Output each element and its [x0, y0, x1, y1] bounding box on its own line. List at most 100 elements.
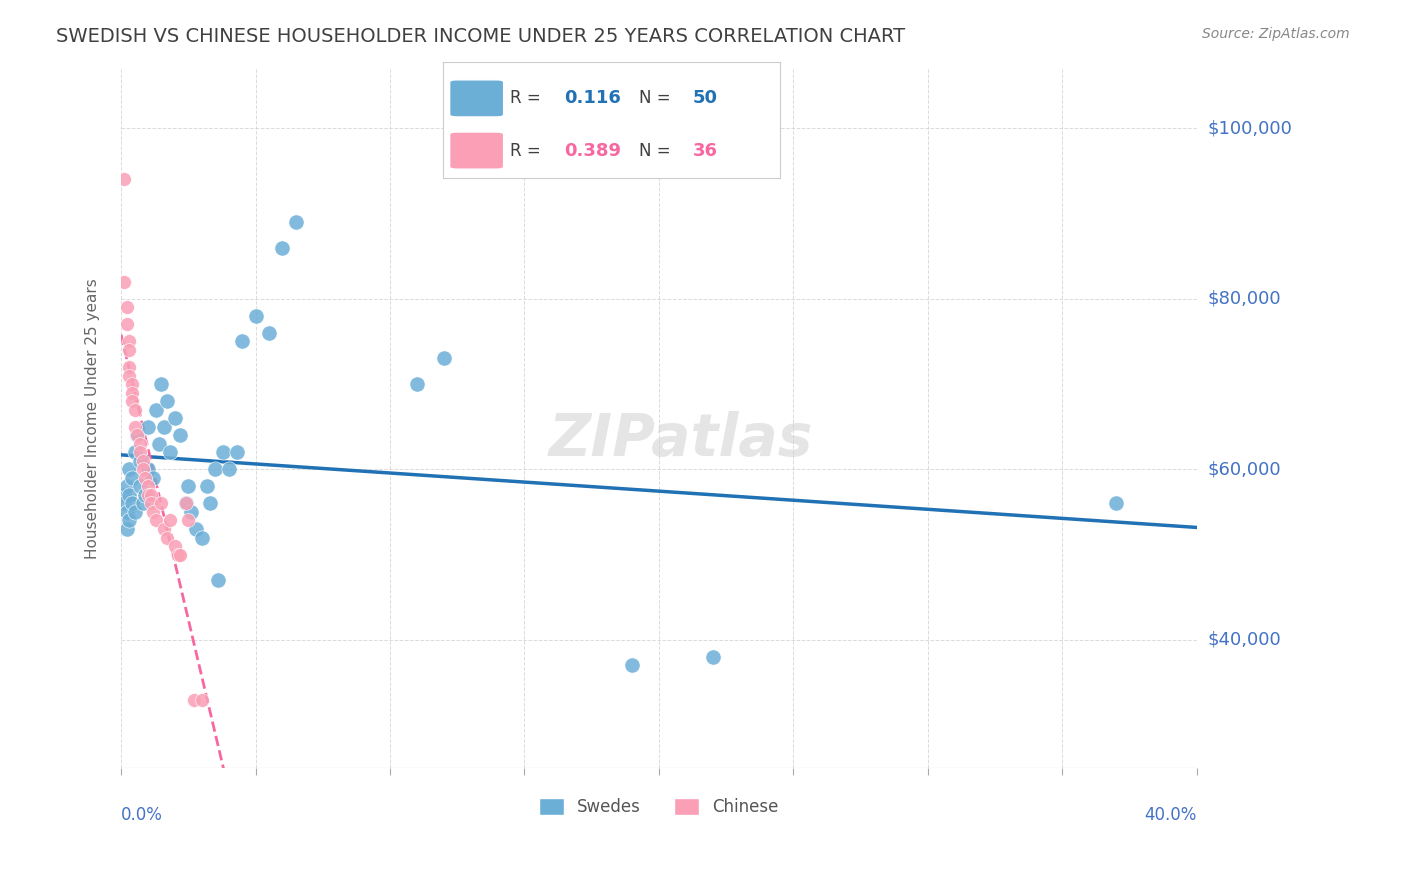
Point [127, 428, 149, 442]
Point [150, 496, 173, 510]
Point [145, 402, 167, 417]
Point [129, 479, 152, 493]
Point [129, 436, 152, 450]
Legend: Swedes, Chinese: Swedes, Chinese [531, 791, 786, 822]
Point [174, 496, 197, 510]
Point [174, 496, 197, 510]
Point [127, 428, 149, 442]
Point [124, 402, 146, 417]
Point [118, 462, 141, 476]
Text: ZIPatlas: ZIPatlas [548, 410, 813, 467]
Text: 36: 36 [693, 142, 717, 160]
Text: $40,000: $40,000 [1208, 631, 1281, 648]
Text: 0.0%: 0.0% [121, 806, 163, 824]
Point [177, 479, 200, 493]
Point [620, 658, 643, 673]
Point [112, 172, 135, 186]
Point [118, 343, 141, 357]
Point [169, 428, 191, 442]
Point [124, 505, 146, 519]
Text: $80,000: $80,000 [1208, 290, 1281, 308]
Point [225, 445, 247, 459]
Point [159, 514, 181, 528]
Point [218, 462, 240, 476]
Point [163, 411, 186, 425]
Text: Source: ZipAtlas.com: Source: ZipAtlas.com [1202, 27, 1350, 41]
Point [121, 385, 143, 400]
Point [191, 531, 214, 545]
Point [118, 359, 141, 374]
Point [118, 334, 141, 349]
Point [148, 436, 170, 450]
Point [139, 496, 162, 510]
Point [118, 368, 141, 383]
Point [207, 573, 229, 587]
Point [121, 496, 143, 510]
Point [271, 241, 294, 255]
Point [183, 692, 205, 706]
Point [406, 377, 429, 392]
Point [136, 419, 159, 434]
Point [136, 462, 159, 476]
Point [136, 488, 159, 502]
Point [129, 454, 152, 468]
Text: N =: N = [638, 89, 671, 107]
Point [153, 522, 176, 536]
Text: $100,000: $100,000 [1208, 120, 1292, 137]
Point [1105, 496, 1128, 510]
Point [204, 462, 226, 476]
Point [702, 649, 724, 664]
Point [131, 496, 153, 510]
Point [121, 394, 143, 409]
Point [177, 514, 200, 528]
Point [124, 419, 146, 434]
Point [145, 514, 167, 528]
Point [166, 548, 188, 562]
Point [231, 334, 253, 349]
Point [121, 471, 143, 485]
FancyBboxPatch shape [450, 79, 503, 117]
Point [136, 479, 159, 493]
Point [139, 488, 162, 502]
Point [159, 445, 181, 459]
Point [118, 488, 141, 502]
Point [433, 351, 456, 366]
Point [142, 471, 165, 485]
Point [169, 548, 191, 562]
Point [129, 445, 152, 459]
Text: $60,000: $60,000 [1208, 460, 1281, 478]
Text: 50: 50 [693, 89, 717, 107]
Point [131, 462, 153, 476]
Text: R =: R = [510, 142, 541, 160]
Point [115, 318, 138, 332]
Point [115, 301, 138, 315]
Text: N =: N = [638, 142, 671, 160]
Point [195, 479, 218, 493]
Point [115, 479, 138, 493]
Point [112, 496, 135, 510]
Point [191, 692, 214, 706]
Point [142, 505, 165, 519]
Point [186, 522, 208, 536]
Point [131, 454, 153, 468]
Point [163, 539, 186, 553]
Y-axis label: Householder Income Under 25 years: Householder Income Under 25 years [86, 277, 100, 558]
Text: 0.116: 0.116 [564, 89, 621, 107]
Point [134, 471, 156, 485]
Point [284, 215, 307, 229]
Point [212, 445, 235, 459]
Point [115, 522, 138, 536]
Point [156, 531, 179, 545]
Point [115, 505, 138, 519]
FancyBboxPatch shape [450, 132, 503, 169]
Point [150, 377, 173, 392]
Point [153, 419, 176, 434]
Point [198, 496, 221, 510]
Point [245, 309, 267, 323]
Point [112, 275, 135, 289]
Point [134, 488, 156, 502]
Point [112, 488, 135, 502]
Point [121, 377, 143, 392]
Text: 40.0%: 40.0% [1144, 806, 1197, 824]
Text: SWEDISH VS CHINESE HOUSEHOLDER INCOME UNDER 25 YEARS CORRELATION CHART: SWEDISH VS CHINESE HOUSEHOLDER INCOME UN… [56, 27, 905, 45]
